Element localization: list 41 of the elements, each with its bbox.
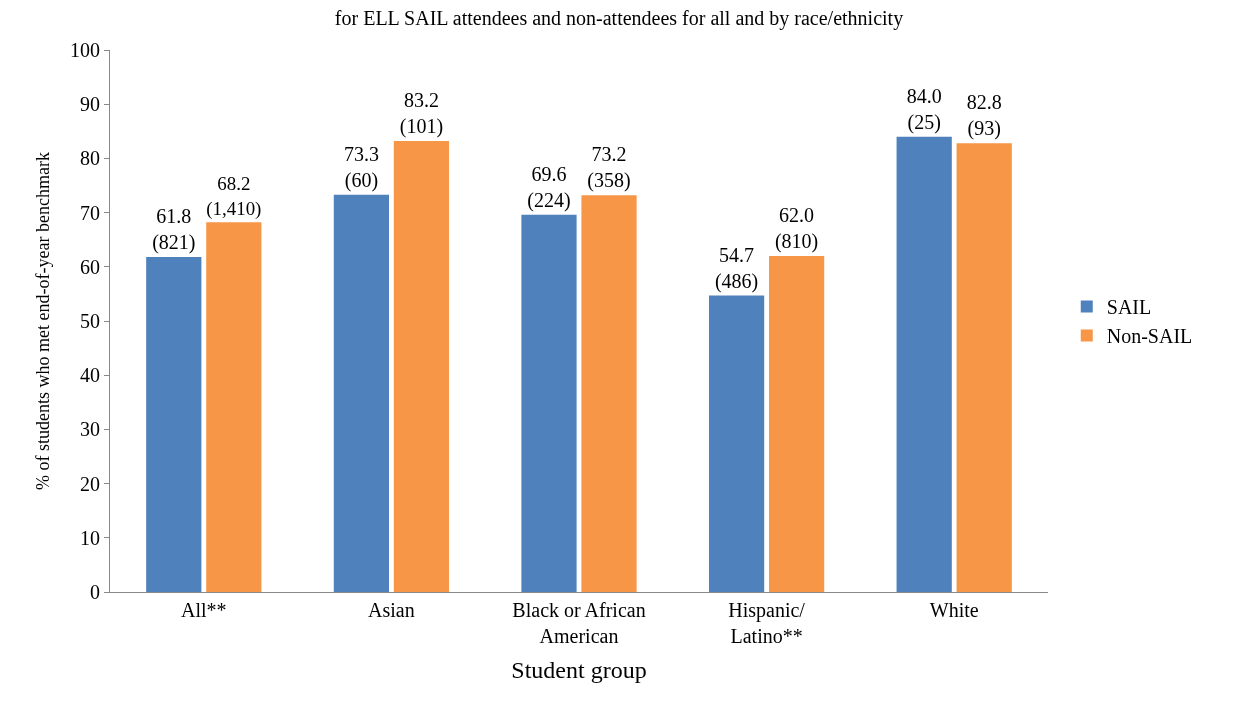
y-tick-label: 40 — [80, 364, 100, 387]
bar — [333, 194, 389, 592]
x-tick-label: Asian — [368, 599, 415, 621]
x-tick-label: White — [929, 599, 979, 621]
bar — [521, 214, 577, 592]
data-label: 82.8 (93) — [966, 91, 1002, 141]
bar — [393, 141, 450, 592]
y-tick-label: 100 — [70, 39, 100, 61]
y-tick-label: 30 — [80, 418, 100, 441]
legend-label: SAIL — [1106, 296, 1152, 319]
bar — [581, 195, 637, 592]
x-tick-label: Hispanic/ Latino** — [728, 599, 806, 647]
bar — [896, 136, 952, 592]
data-label: 54.7 (486) — [714, 243, 759, 293]
data-label: 62.0 (810) — [774, 203, 819, 253]
data-label: 69.6 (224) — [527, 162, 571, 212]
chart-title: for ELL SAIL attendees and non-attendees for all and by race/ethnicity — [334, 6, 904, 30]
y-tick-label: 50 — [80, 310, 100, 332]
data-label: 83.2 (101) — [399, 89, 444, 139]
y-tick-label: 90 — [80, 93, 100, 116]
y-tick-label: 10 — [80, 526, 100, 549]
y-axis-title: % of students who met end-of-year benchmark — [33, 152, 54, 490]
bar — [956, 143, 1012, 592]
data-label: 84.0 (25) — [906, 84, 942, 134]
x-tick-label: Black or African American — [512, 599, 646, 647]
data-label: 68.2 (1,410) — [206, 173, 262, 220]
legend-label: Non-SAIL — [1106, 325, 1193, 348]
bar — [206, 222, 262, 592]
y-tick-label: 80 — [80, 147, 100, 170]
y-tick-label: 70 — [80, 201, 100, 224]
y-tick-label: 60 — [80, 255, 100, 278]
data-label: 73.3 (60) — [343, 142, 379, 192]
data-label: 73.2 (358) — [587, 143, 631, 193]
y-tick-label: 20 — [80, 472, 100, 495]
bar — [146, 257, 202, 592]
y-tick-label: 0 — [90, 581, 100, 603]
x-tick-label: All** — [181, 599, 227, 621]
x-axis-title: Student group — [511, 657, 647, 684]
bar — [708, 295, 765, 592]
data-label: 61.8 (821) — [152, 205, 196, 255]
bar — [769, 255, 825, 592]
